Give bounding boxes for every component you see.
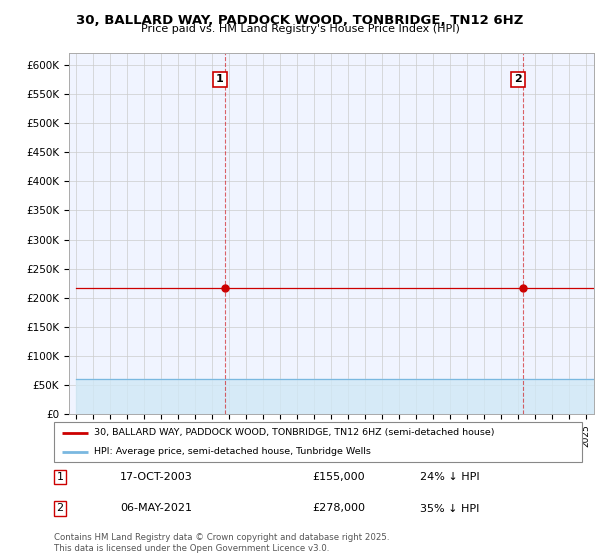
Text: 35% ↓ HPI: 35% ↓ HPI xyxy=(420,503,479,514)
Text: Price paid vs. HM Land Registry's House Price Index (HPI): Price paid vs. HM Land Registry's House … xyxy=(140,24,460,34)
Text: 30, BALLARD WAY, PADDOCK WOOD, TONBRIDGE, TN12 6HZ (semi-detached house): 30, BALLARD WAY, PADDOCK WOOD, TONBRIDGE… xyxy=(94,428,494,437)
Text: £155,000: £155,000 xyxy=(312,472,365,482)
Text: 1: 1 xyxy=(216,74,224,85)
Text: HPI: Average price, semi-detached house, Tunbridge Wells: HPI: Average price, semi-detached house,… xyxy=(94,447,370,456)
Text: 24% ↓ HPI: 24% ↓ HPI xyxy=(420,472,479,482)
Text: 2: 2 xyxy=(56,503,64,514)
Text: £278,000: £278,000 xyxy=(312,503,365,514)
Text: 1: 1 xyxy=(56,472,64,482)
Text: 06-MAY-2021: 06-MAY-2021 xyxy=(120,503,192,514)
Text: 30, BALLARD WAY, PADDOCK WOOD, TONBRIDGE, TN12 6HZ: 30, BALLARD WAY, PADDOCK WOOD, TONBRIDGE… xyxy=(76,14,524,27)
Text: 17-OCT-2003: 17-OCT-2003 xyxy=(120,472,193,482)
Text: Contains HM Land Registry data © Crown copyright and database right 2025.
This d: Contains HM Land Registry data © Crown c… xyxy=(54,533,389,553)
Text: 2: 2 xyxy=(514,74,522,85)
